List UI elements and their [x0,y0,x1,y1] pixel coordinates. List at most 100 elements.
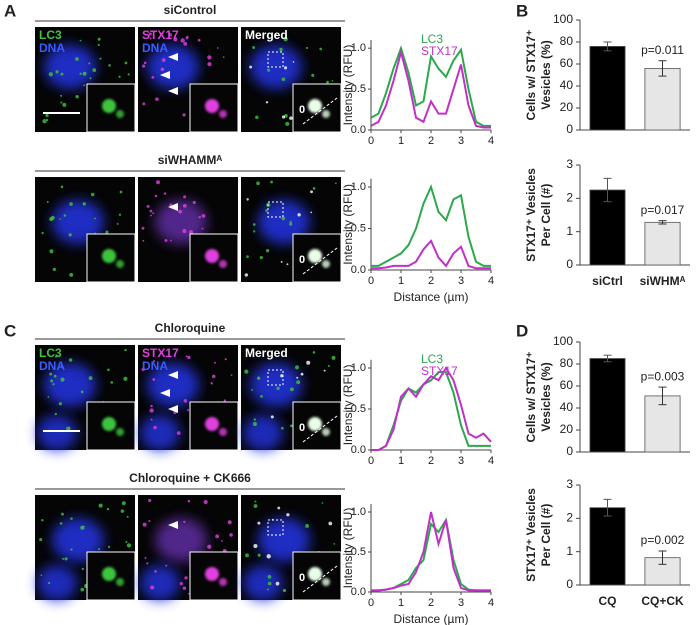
puncta [69,272,74,277]
legend-label: STX17 [421,364,458,378]
x-tick-label: siCtrl [592,274,623,288]
puncta [173,37,178,42]
nucleus [140,415,180,451]
y-axis-label: Intensity (RFU) [341,184,355,265]
puncta [69,202,73,206]
annotation: p=0.002 [641,533,685,547]
puncta [255,115,259,120]
puncta [127,73,130,76]
puncta [280,260,283,263]
puncta [335,182,337,185]
y-tick-label: 40 [560,400,574,414]
puncta [321,502,324,504]
y-tick-label: 80 [560,356,574,370]
puncta [333,543,336,545]
inset-blob [116,110,124,118]
puncta [81,567,84,571]
arrowhead [160,389,170,397]
puncta [253,543,258,549]
puncta [80,390,84,394]
inset-blob [322,110,330,118]
puncta [182,203,187,208]
microscopy-image: 0 Merged [241,345,342,451]
inset-label: 0 [299,572,305,584]
profile-line [302,415,338,443]
puncta [82,71,87,76]
puncta [150,418,153,421]
puncta [274,33,277,36]
x-tick-label: 1 [398,597,404,609]
x-tick-label: 2 [428,455,434,467]
y-tick-label: 80 [560,34,574,48]
puncta [300,372,304,376]
puncta [75,94,79,99]
puncta [282,588,287,593]
x-tick-label: 3 [458,455,464,467]
puncta [289,222,293,226]
y-tick-label: 1.0 [351,362,366,374]
puncta [289,387,294,392]
puncta [305,524,310,528]
y-tick-label: 100 [553,334,573,348]
puncta [144,556,147,559]
x-tick-label: 1 [398,455,404,467]
inset-blob [322,578,330,586]
puncta [148,520,151,523]
puncta [149,37,152,40]
y-tick-label: 60 [560,56,574,70]
profile-line [370,48,491,129]
x-axis-label: Distance (µm) [394,290,469,304]
puncta [295,365,299,370]
puncta [266,588,269,591]
puncta [46,201,49,203]
puncta [182,113,186,117]
puncta [281,216,286,221]
puncta [141,367,145,372]
puncta [222,56,225,58]
puncta [49,249,54,254]
puncta [88,376,93,380]
y-tick-label: 2 [566,511,573,525]
inset-blob [205,417,219,431]
inset-label: 0 [299,254,305,266]
puncta [183,399,188,403]
arrowhead [168,87,178,95]
puncta [107,545,111,548]
puncta [246,198,249,201]
inset-label: 0 [299,104,305,116]
profile-line [371,239,491,270]
y-axis-label: STX17⁺ Vesicles [524,488,538,582]
puncta [97,37,101,41]
x-axis-label: Distance (µm) [394,612,469,625]
puncta [201,227,204,230]
puncta [187,409,190,412]
x-tick-label: siWHMᴬ [640,274,686,288]
y-tick-label: 0.5 [351,403,366,415]
puncta [319,47,323,51]
puncta [161,58,166,63]
inset-blob [102,249,116,263]
puncta [296,376,299,379]
inset-blob [219,260,227,268]
puncta [143,61,147,65]
puncta [97,43,100,47]
puncta [120,509,125,513]
puncta [123,376,128,381]
y-tick-label: 0.5 [351,546,366,558]
puncta [47,581,51,585]
puncta [54,412,58,416]
puncta [60,377,65,382]
puncta [192,200,196,205]
puncta [60,364,63,367]
puncta [148,498,152,503]
puncta [265,248,270,253]
puncta [83,525,85,528]
microscopy-image [138,495,239,601]
y-axis-label: Intensity (RFU) [341,365,355,446]
puncta [148,32,152,36]
puncta [156,180,161,185]
bar [589,46,626,131]
puncta [259,256,263,260]
puncta [92,68,97,73]
